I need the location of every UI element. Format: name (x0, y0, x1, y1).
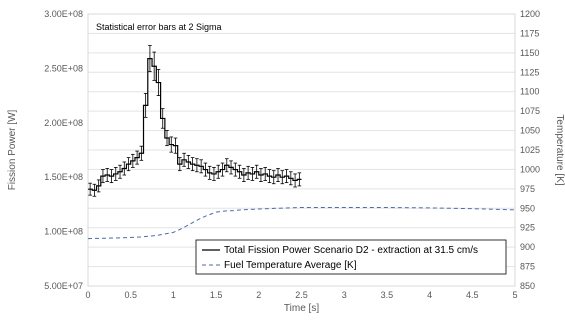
right-y-tick-label: 925 (520, 223, 535, 233)
x-tick-label: 4.5 (466, 290, 479, 300)
right-y-tick-label: 1050 (520, 126, 540, 136)
x-tick-label: 5 (512, 290, 517, 300)
power-series (88, 45, 302, 197)
x-tick-label: 4 (427, 290, 432, 300)
left-y-tick-label: 5.00E+07 (44, 281, 83, 291)
right-y-tick-label: 975 (520, 184, 535, 194)
x-tick-label: 2.5 (295, 290, 308, 300)
right-y-tick-label: 1150 (520, 48, 539, 58)
temperature-line (87, 207, 516, 240)
legend: Total Fission Power Scenario D2 - extrac… (195, 239, 507, 275)
right-y-tick-label: 1200 (520, 9, 540, 19)
tick-labels: 0 0.5 1 1.5 2 2.5 3 3.5 4 4.5 5 5.00E+07 1.00E+08 1.5… (44, 9, 540, 300)
left-y-tick-label: 2.00E+08 (44, 118, 83, 128)
gridlines (88, 13, 515, 287)
left-y-tick-label: 3.00E+08 (44, 9, 83, 19)
x-tick-label: 2 (256, 290, 261, 300)
x-tick-label: 3 (342, 290, 347, 300)
right-y-tick-label: 1075 (520, 106, 540, 116)
x-tick-label: 1.5 (210, 290, 223, 300)
right-y-tick-label: 950 (520, 203, 535, 213)
x-tick-label: 0.5 (124, 290, 137, 300)
right-y-tick-label: 1125 (520, 67, 539, 77)
legend-box (195, 239, 507, 275)
left-y-tick-label: 1.50E+08 (44, 172, 83, 182)
x-tick-label: 1 (171, 290, 176, 300)
temperature-series (87, 207, 516, 240)
left-y-tick-label: 1.00E+08 (44, 227, 83, 237)
right-y-tick-label: 1175 (520, 28, 539, 38)
x-axis-title: Time [s] (284, 303, 319, 314)
right-y-tick-label: 875 (520, 262, 535, 272)
legend-label-temperature: Fuel Temperature Average [K] (224, 260, 357, 271)
error-bar-annotation: Statistical error bars at 2 Sigma (96, 22, 222, 32)
x-tick-label: 0 (85, 290, 90, 300)
plot-frame (87, 13, 516, 287)
right-y-tick-label: 1000 (520, 164, 540, 174)
left-axis-title: Fission Power [W] (7, 109, 18, 190)
legend-label-power: Total Fission Power Scenario D2 - extrac… (224, 245, 478, 256)
right-y-tick-label: 1025 (520, 145, 540, 155)
right-y-tick-label: 1100 (520, 87, 539, 97)
right-y-tick-label: 900 (520, 242, 535, 252)
right-y-tick-label: 850 (520, 281, 535, 291)
left-y-tick-label: 2.50E+08 (44, 63, 83, 73)
x-tick-label: 3.5 (381, 290, 394, 300)
right-axis-title: Temperature [K] (554, 114, 565, 185)
